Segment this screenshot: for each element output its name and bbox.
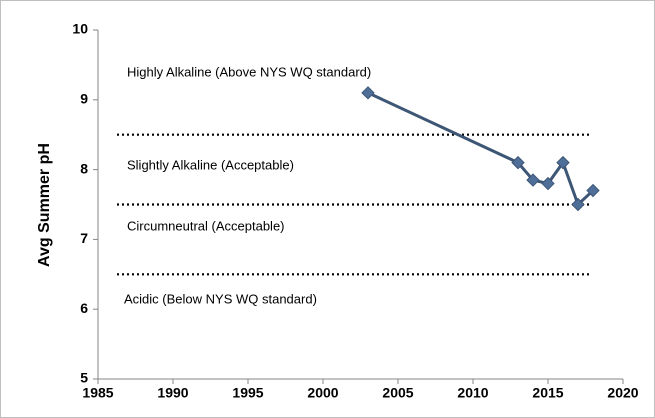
y-tick-label: 10 (72, 21, 88, 37)
x-tick-label: 1985 (82, 385, 113, 401)
data-point (556, 155, 570, 170)
y-tick-label: 7 (80, 230, 88, 246)
x-tick-label: 2015 (532, 385, 563, 401)
x-tick-label: 2010 (457, 385, 488, 401)
y-tick-label: 6 (80, 300, 88, 316)
x-tick-label: 1995 (232, 385, 263, 401)
data-point (586, 183, 600, 198)
data-point (526, 173, 540, 187)
x-tick-label: 2005 (382, 385, 413, 401)
x-tick-label: 2000 (307, 385, 338, 401)
x-tick-label: 2020 (607, 385, 638, 401)
data-point (571, 197, 585, 212)
annotation: Slightly Alkaline (Acceptable) (127, 157, 294, 172)
data-point (541, 176, 555, 191)
y-axis-label: Avg Summer pH (36, 143, 53, 267)
data-point (361, 86, 375, 100)
data-point (511, 155, 525, 170)
y-tick-label: 9 (80, 91, 88, 107)
annotation: Acidic (Below NYS WQ standard) (124, 291, 317, 306)
y-tick-label: 5 (80, 370, 88, 386)
x-tick-label: 1990 (157, 385, 188, 401)
annotation: Highly Alkaline (Above NYS WQ standard) (127, 64, 371, 79)
annotation: Circumneutral (Acceptable) (127, 218, 285, 233)
y-tick-label: 8 (80, 160, 88, 176)
